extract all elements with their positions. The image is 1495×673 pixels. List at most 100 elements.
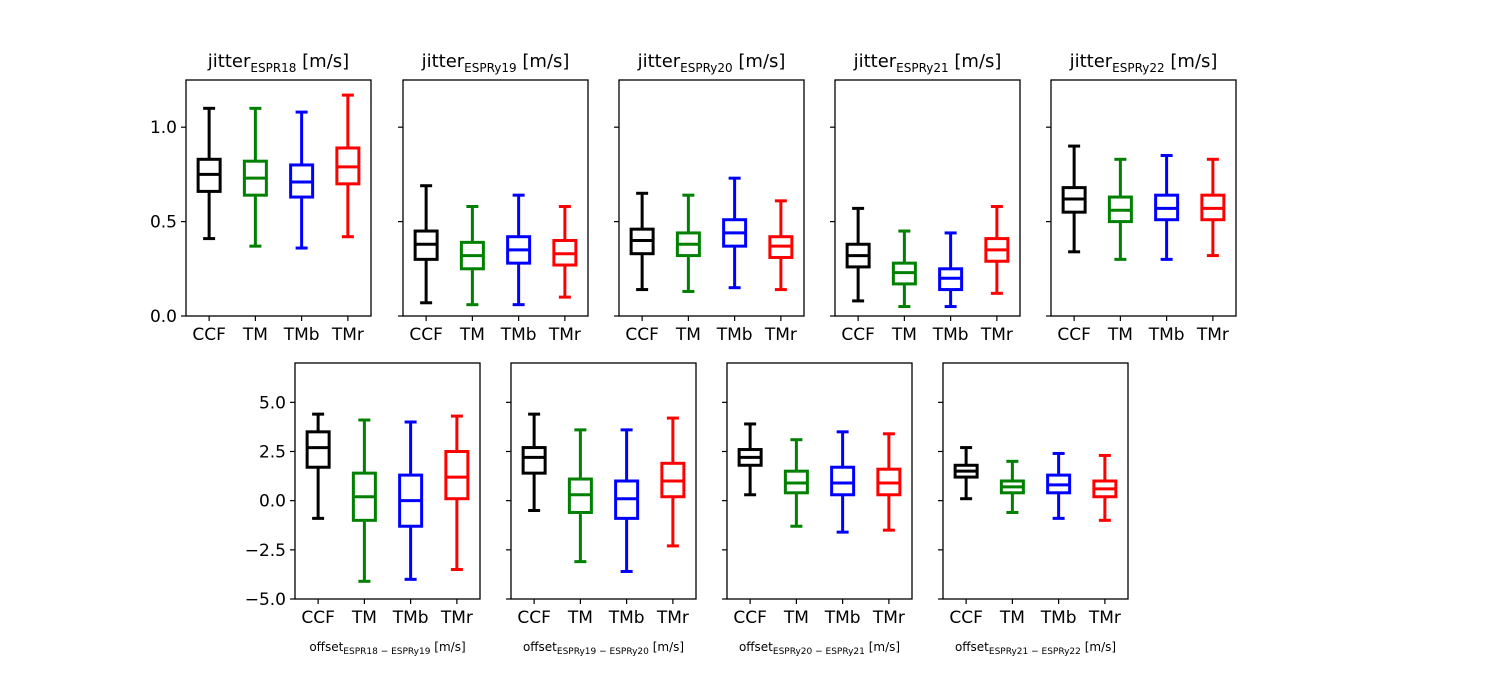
x-axis-label: offsetESPRy21 − ESPRy22 [m/s]: [955, 640, 1116, 657]
box-tm: [1107, 157, 1133, 261]
y-tick-label: 2.5: [259, 443, 286, 463]
box-body: [305, 430, 331, 469]
y-tick-label: 0.0: [150, 307, 177, 327]
x-tick-label: TMr: [872, 608, 905, 628]
box-ccf: [196, 106, 222, 241]
x-axis-label: offsetESPRy19 − ESPRy20 [m/s]: [523, 640, 684, 657]
box-tmr: [660, 416, 686, 548]
y-tick-label: 1.0: [150, 118, 177, 138]
box-tmb: [722, 176, 748, 290]
x-tick-label: TMb: [1148, 325, 1185, 345]
box-tm: [891, 229, 917, 309]
y-tick-label: 5.0: [259, 393, 286, 413]
box-ccf: [737, 422, 763, 497]
box-tmr: [984, 204, 1010, 295]
x-tick-label: TMb: [1040, 608, 1077, 628]
box-ccf: [413, 184, 439, 305]
x-tick-label: TM: [351, 608, 377, 628]
x-tick-label: TMr: [1196, 325, 1229, 345]
x-axis-label: offsetESPRy20 − ESPRy21 [m/s]: [739, 640, 900, 657]
box-tmb: [398, 420, 424, 581]
axes-frame: [185, 79, 372, 317]
x-tick-label: TMb: [392, 608, 429, 628]
y-tick-label: 0.0: [259, 492, 286, 512]
box-ccf: [629, 191, 655, 292]
panel-title: jitterESPRy20 [m/s]: [637, 51, 786, 75]
box-tm: [567, 428, 593, 564]
box-body: [521, 446, 547, 475]
box-body: [444, 450, 470, 501]
x-tick-label: CCF: [192, 325, 226, 345]
box-tm: [351, 418, 377, 583]
panel-2: CCF TM TMb TMr jitterESPRy19 [m/s]: [398, 51, 589, 345]
box-tmb: [1154, 154, 1180, 261]
box-tmr: [552, 204, 578, 299]
panel-title: jitterESPRy19 [m/s]: [421, 51, 570, 75]
x-tick-label: TMr: [440, 608, 473, 628]
panel-title: jitterESPR18 [m/s]: [207, 51, 349, 75]
x-tick-label: CCF: [301, 608, 335, 628]
x-tick-label: TMb: [283, 325, 320, 345]
box-tmb: [289, 110, 315, 250]
axes-frame: [294, 362, 481, 600]
x-tick-label: CCF: [625, 325, 659, 345]
x-tick-label: TMr: [331, 325, 364, 345]
box-tm: [999, 459, 1025, 514]
box-tmr: [768, 199, 794, 292]
x-tick-label: TM: [999, 608, 1025, 628]
y-tick-label: −5.0: [245, 590, 286, 610]
panel-4: CCF TM TMb TMr jitterESPRy21 [m/s]: [830, 51, 1021, 345]
x-tick-label: TM: [675, 325, 701, 345]
x-tick-label: CCF: [949, 608, 983, 628]
x-tick-label: TMr: [548, 325, 581, 345]
x-tick-label: TM: [891, 325, 917, 345]
box-tm: [675, 193, 701, 293]
x-tick-label: TM: [567, 608, 593, 628]
x-tick-label: TMr: [764, 325, 797, 345]
y-tick-label: 0.5: [150, 213, 177, 233]
panel-9: CCF TM TMb TMr offsetESPRy21 − ESPRy22 [m/s]: [938, 362, 1129, 657]
box-tm: [783, 438, 809, 528]
axes-frame: [726, 362, 913, 600]
box-tmr: [1200, 157, 1226, 258]
x-tick-label: TMb: [608, 608, 645, 628]
box-ccf: [305, 412, 331, 520]
axes-frame: [618, 79, 805, 317]
box-ccf: [1061, 144, 1087, 254]
x-tick-label: TM: [459, 325, 485, 345]
x-tick-label: CCF: [517, 608, 551, 628]
x-tick-label: CCF: [841, 325, 875, 345]
axes-frame: [1050, 79, 1237, 317]
box-tmb: [614, 428, 640, 573]
axes-frame: [402, 79, 589, 317]
panel-6: −5.0 −2.5 0.0 2.5 5.0 CCF TM TMb TMr offsetESPR18…: [245, 362, 481, 657]
panel-5: CCF TM TMb TMr jitterESPRy22 [m/s]: [1046, 51, 1237, 345]
x-tick-label: TMb: [716, 325, 753, 345]
panel-title: jitterESPRy22 [m/s]: [1069, 51, 1218, 75]
panel-1: 0.0 0.5 1.0 CCF TM TMb TMr jitterESPR18 [m/s]: [150, 51, 372, 345]
box-tmr: [335, 93, 361, 239]
axes-frame: [834, 79, 1021, 317]
box-tmr: [444, 414, 470, 571]
box-ccf: [953, 446, 979, 501]
panel-title: jitterESPRy21 [m/s]: [853, 51, 1002, 75]
box-tm: [242, 106, 268, 248]
x-tick-label: TMb: [824, 608, 861, 628]
x-tick-label: TMb: [500, 325, 537, 345]
x-tick-label: TMr: [980, 325, 1013, 345]
x-axis-label: offsetESPR18 − ESPRy19 [m/s]: [309, 640, 465, 657]
panel-7: CCF TM TMb TMr offsetESPRy19 − ESPRy20 [m/s]: [506, 362, 697, 657]
x-tick-label: TMr: [1088, 608, 1121, 628]
box-body: [830, 465, 856, 497]
box-ccf: [845, 206, 871, 303]
box-tmb: [506, 193, 532, 307]
box-tmb: [830, 430, 856, 534]
x-tick-label: TM: [1107, 325, 1133, 345]
x-tick-label: TM: [242, 325, 268, 345]
box-tmb: [1046, 451, 1072, 520]
box-tm: [459, 204, 485, 307]
y-tick-label: −2.5: [245, 541, 286, 561]
panel-8: CCF TM TMb TMr offsetESPRy20 − ESPRy21 [m/s]: [722, 362, 913, 657]
box-tmr: [1092, 453, 1118, 522]
box-tmr: [876, 432, 902, 532]
